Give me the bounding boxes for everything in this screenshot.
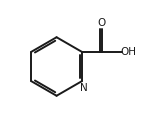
Text: O: O — [98, 18, 106, 28]
Text: OH: OH — [120, 47, 136, 57]
Text: N: N — [80, 83, 88, 93]
